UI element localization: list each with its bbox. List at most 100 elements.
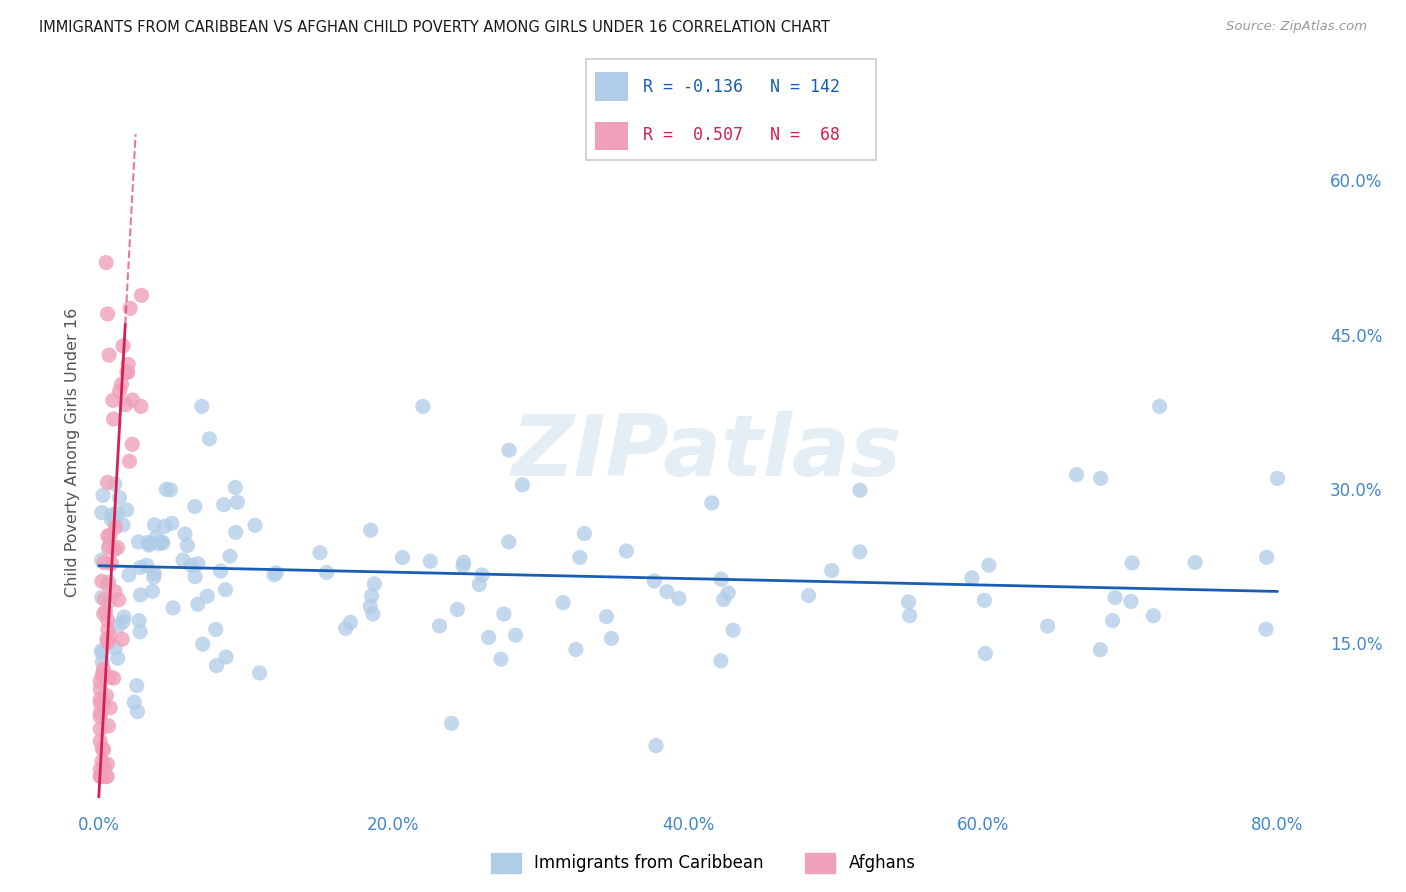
Point [205,658,228,673]
Point [212,498,235,512]
Point [184,500,207,514]
Point [643,574,665,588]
Point [172,553,194,567]
Point [512,477,534,491]
Point [110,377,132,392]
Point [104,641,127,656]
Point [174,527,197,541]
Point [360,589,382,603]
Point [565,642,588,657]
Point [155,483,177,497]
Point [159,483,181,497]
Point [105,506,128,520]
Point [131,288,153,302]
Point [150,534,173,549]
Point [103,412,125,426]
Point [176,538,198,552]
Point [93,556,115,570]
Point [118,454,141,468]
Point [264,566,287,580]
Point [101,508,124,522]
Point [668,591,690,606]
Point [1090,642,1112,657]
Point [721,623,744,637]
Point [160,516,183,531]
Point [138,538,160,552]
Point [897,595,920,609]
Point [101,393,124,408]
Point [89,696,111,710]
Point [215,650,238,665]
Point [797,589,820,603]
Point [595,609,617,624]
Point [700,496,723,510]
Point [97,529,120,543]
Point [977,558,1000,573]
Point [359,599,381,614]
Point [96,757,118,772]
Point [89,722,111,736]
Point [93,696,115,710]
Point [849,545,872,559]
Text: IMMIGRANTS FROM CARIBBEAN VS AFGHAN CHILD POVERTY AMONG GIRLS UNDER 16 CORRELATI: IMMIGRANTS FROM CARIBBEAN VS AFGHAN CHIL… [39,20,830,35]
Point [898,608,921,623]
Point [360,523,382,537]
Point [195,589,218,603]
Point [821,564,844,578]
Point [451,558,474,573]
Point [645,739,668,753]
Point [107,541,129,555]
Point [121,437,143,451]
Point [180,558,202,573]
Point [97,595,120,609]
Point [710,572,733,586]
Point [98,574,121,589]
Point [104,514,127,528]
Point [90,506,112,520]
Point [129,560,152,574]
Y-axis label: Child Poverty Among Girls Under 16: Child Poverty Among Girls Under 16 [65,308,80,598]
Point [224,480,246,494]
Text: N =  68: N = 68 [769,126,839,144]
Point [97,541,120,555]
Point [112,339,135,353]
Point [97,475,120,490]
Point [91,742,114,756]
Point [89,692,111,706]
Point [717,586,740,600]
Point [187,557,209,571]
Point [129,624,152,639]
Legend: Immigrants from Caribbean, Afghans: Immigrants from Caribbean, Afghans [484,847,922,880]
Point [162,601,184,615]
Point [96,689,118,703]
Point [90,769,112,783]
Point [91,667,114,681]
Point [98,538,121,552]
Point [89,710,111,724]
Point [187,597,209,611]
Point [412,400,434,414]
Point [98,630,121,644]
Point [191,637,214,651]
Bar [595,72,627,101]
Point [505,628,527,642]
Point [125,679,148,693]
Point [89,734,111,748]
Point [111,518,134,533]
Point [107,619,129,633]
Point [141,584,163,599]
Point [655,584,678,599]
Point [108,384,131,398]
Point [117,365,139,379]
Point [960,571,983,585]
Point [93,592,115,607]
Point [1256,550,1278,565]
Point [419,554,441,568]
Point [600,632,623,646]
Point [1267,471,1289,485]
Point [97,635,120,649]
Point [335,621,357,635]
Point [135,558,157,573]
Text: R = -0.136: R = -0.136 [643,78,742,95]
Point [1142,608,1164,623]
